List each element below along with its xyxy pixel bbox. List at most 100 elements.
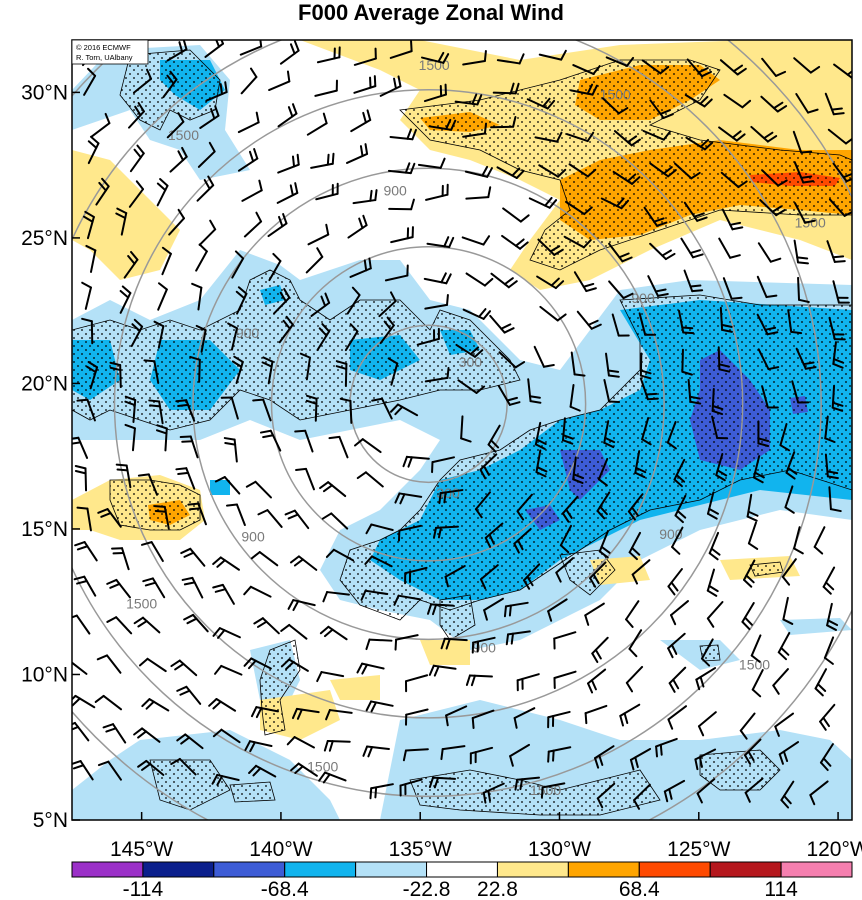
wind-barb (501, 234, 529, 250)
wind-barb (819, 743, 834, 772)
wind-barb (568, 163, 597, 178)
wind-barb (547, 746, 572, 763)
wind-barb (189, 355, 201, 383)
wind-barb (170, 659, 198, 677)
wind-barb (440, 745, 466, 761)
wind-barb (280, 658, 309, 672)
wind-barb (252, 398, 272, 422)
wind-barb (793, 161, 815, 184)
wind-barb (540, 782, 566, 799)
wind-barb (212, 627, 241, 639)
wind-barb (794, 202, 816, 224)
wind-barb (502, 207, 530, 223)
wind-barb (666, 421, 677, 450)
wind-barb (128, 180, 145, 208)
lat-label: 5°N (33, 809, 68, 832)
wind-barb (198, 219, 217, 246)
wind-barb (405, 708, 429, 726)
colorbar-swatch (284, 861, 357, 878)
wind-barb (496, 53, 525, 65)
wind-barb (305, 247, 324, 274)
wind-barb (318, 771, 347, 784)
wind-barb (424, 366, 450, 383)
colorbar-label: -22.8 (403, 878, 451, 900)
wind-barb (212, 583, 235, 605)
colorbar-swatch (638, 861, 711, 878)
wind-barb (199, 105, 220, 129)
colorbar-swatch (567, 861, 640, 878)
wind-barb (634, 450, 647, 479)
wind-barb (384, 264, 409, 282)
wind-barb (314, 79, 338, 97)
wind-barb (214, 476, 241, 495)
wind-barb (90, 112, 111, 138)
wind-barb (106, 578, 131, 599)
wind-barb (619, 703, 641, 727)
wind-barb (287, 599, 316, 612)
wind-barb (667, 705, 688, 730)
wind-barb (248, 764, 277, 778)
wind-barb (353, 75, 377, 94)
wind-barb (231, 355, 244, 385)
wind-barb (319, 481, 347, 498)
wind-barb (832, 280, 850, 304)
wind-barb (123, 250, 139, 279)
wind-barb (316, 46, 341, 64)
wind-barb (589, 561, 607, 588)
range-ring-label: 1500 (126, 596, 157, 612)
wind-barb (795, 93, 819, 114)
wind-barb (277, 153, 300, 174)
range-ring (72, 40, 822, 798)
wind-barb (169, 146, 188, 173)
wind-barb (564, 200, 593, 216)
wind-barb (245, 480, 272, 499)
wind-barb (696, 778, 716, 804)
wind-barb (268, 70, 291, 92)
wind-barb (390, 226, 414, 244)
wind-barb (717, 346, 731, 373)
wind-barb (757, 420, 770, 447)
wind-barb (535, 449, 548, 478)
wind-barb (553, 670, 577, 689)
colorbar-swatch (709, 861, 782, 878)
wind-barb (706, 491, 719, 520)
wind-barb (516, 673, 540, 692)
wind-barb (572, 64, 601, 75)
wind-barb (474, 491, 492, 519)
wind-barb (655, 737, 678, 758)
wind-barb (97, 760, 122, 781)
wind-barb (289, 555, 318, 571)
wind-barb (197, 141, 216, 168)
wind-barb (353, 47, 377, 66)
wind-barb (346, 286, 361, 315)
wind-barb (600, 197, 630, 210)
wind-barb (349, 257, 372, 278)
wind-barb (684, 94, 713, 108)
wind-barb (393, 594, 422, 606)
wind-barb (243, 211, 263, 238)
wind-barb (87, 135, 100, 165)
wind-barb (315, 182, 339, 201)
wind-barb (295, 467, 315, 491)
wind-barb (663, 779, 686, 803)
wind-barb (643, 206, 668, 227)
wind-barb (280, 623, 308, 640)
wind-barb (639, 377, 659, 401)
wind-barb (153, 505, 170, 530)
wind-barb (119, 285, 132, 314)
wind-barb (555, 557, 574, 583)
wind-barb (170, 757, 197, 776)
wind-barb (417, 157, 446, 169)
lat-label: 15°N (21, 518, 68, 541)
wind-barb (195, 243, 208, 272)
wind-barb (153, 320, 165, 349)
wind-barb (461, 235, 491, 246)
wind-barb (322, 591, 350, 603)
credit-line-1: © 2016 ECMWF (76, 43, 131, 52)
wind-barb (559, 524, 573, 554)
wind-barb (596, 782, 616, 809)
wind-barb (335, 360, 348, 387)
wind-barb (241, 179, 263, 202)
wind-barb (573, 271, 597, 293)
lon-label: 135°W (389, 838, 452, 861)
